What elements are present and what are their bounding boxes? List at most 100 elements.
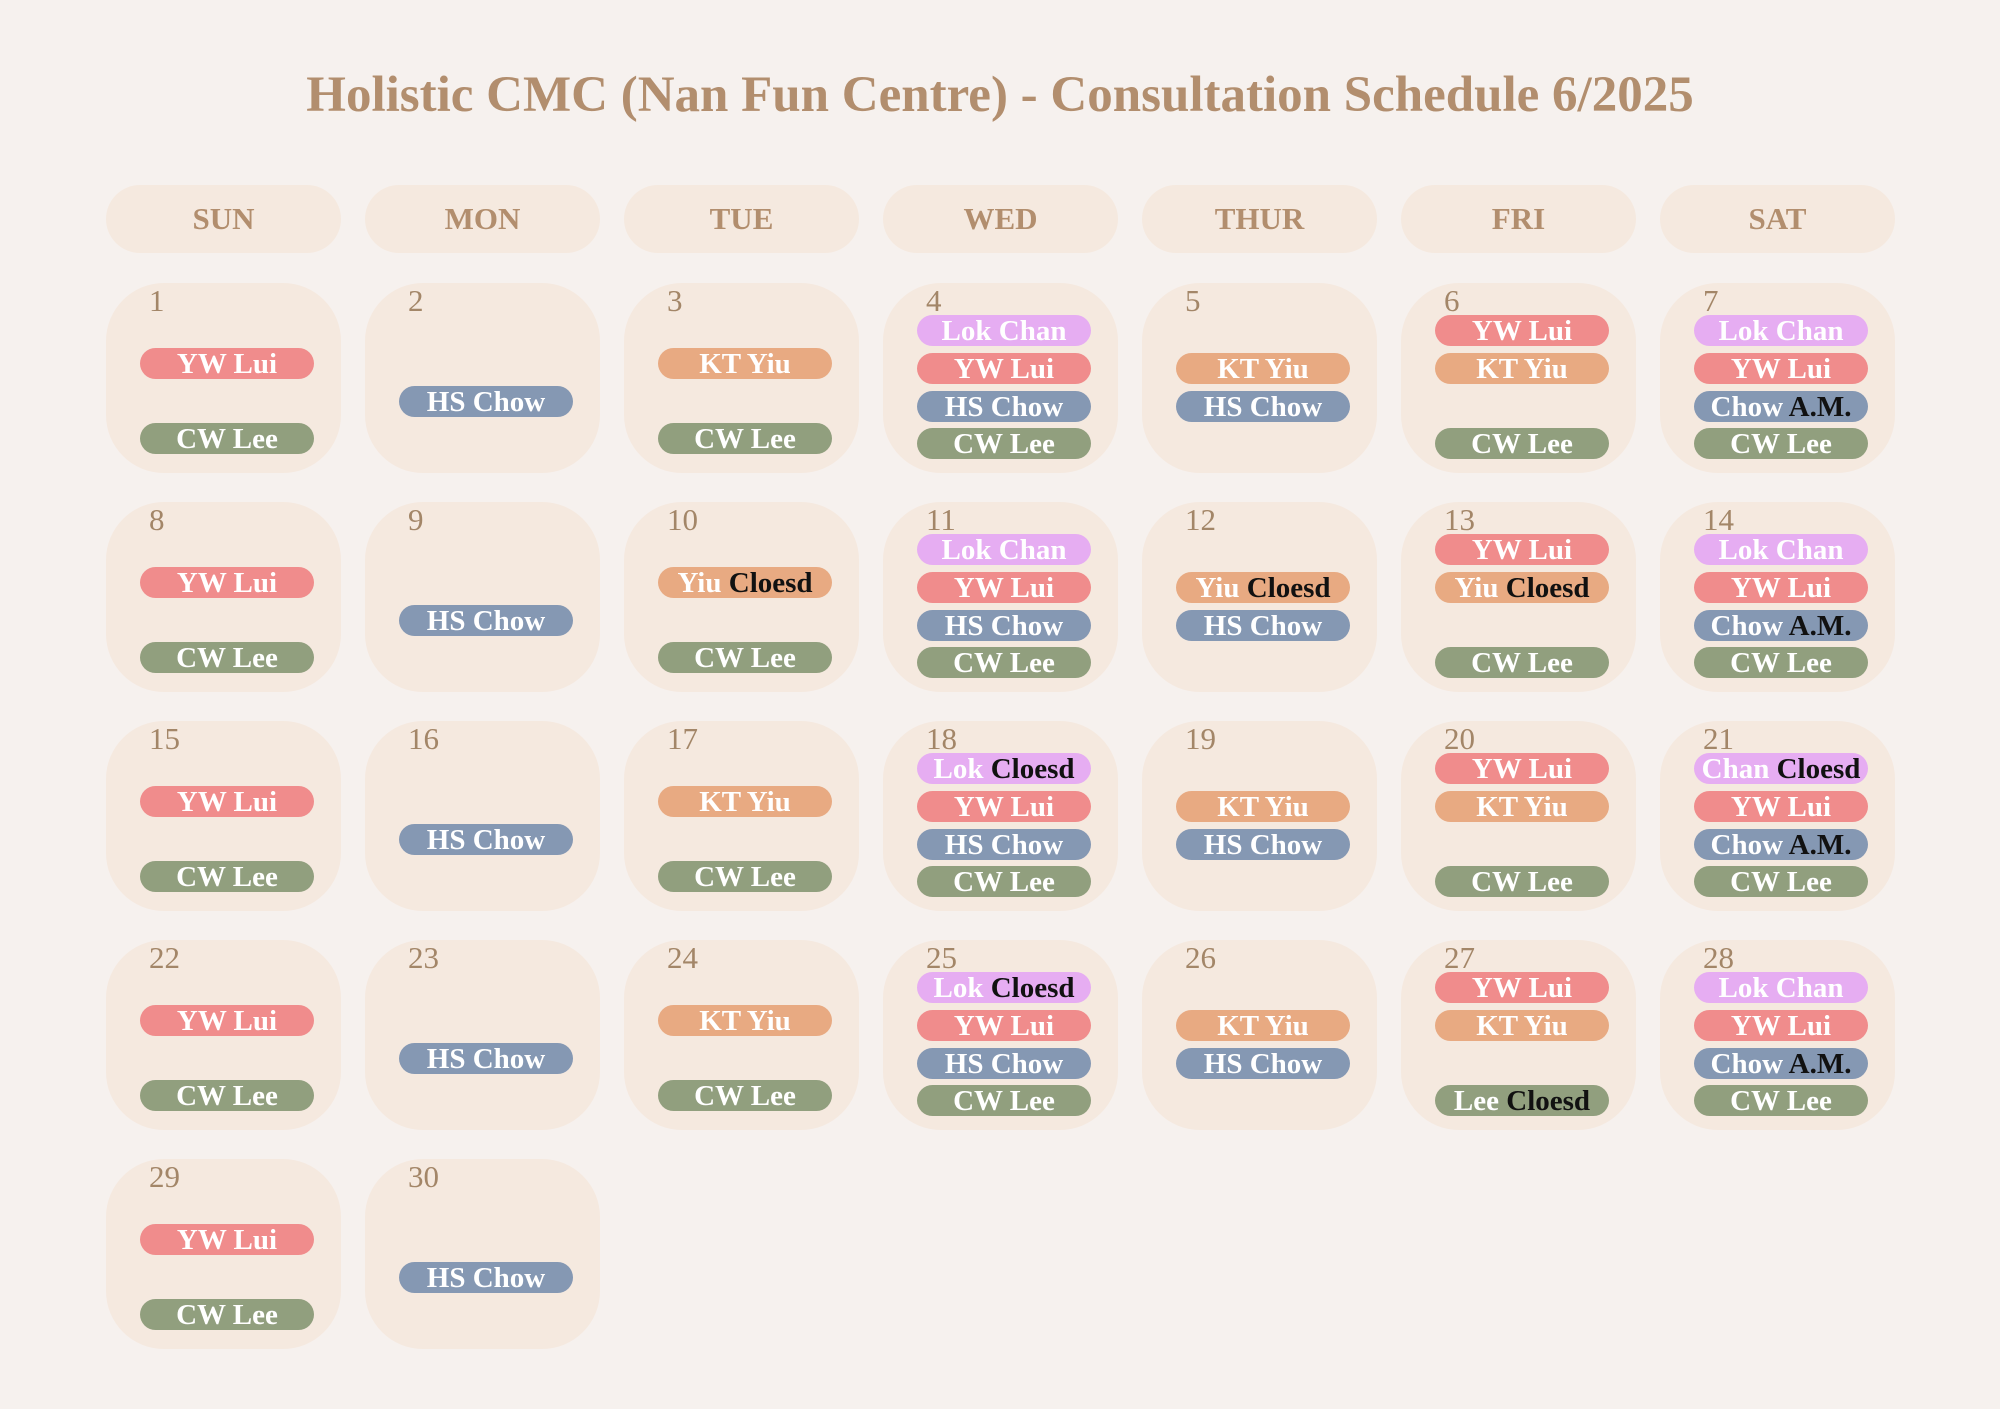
day-number: 29	[149, 1159, 180, 1194]
doctor-name: YW Lui	[1730, 1010, 1832, 1041]
doctor-badge: HS Chow	[1176, 610, 1350, 641]
day-cell-30: 30 HS Chow	[365, 1159, 600, 1349]
doctor-name: KT Yiu	[1217, 1010, 1309, 1041]
doctor-badge: Chan Cloesd	[1694, 753, 1868, 784]
day-cell-16: 16 HS Chow	[365, 721, 600, 911]
doctor-name: YW Lui	[1730, 353, 1832, 384]
weekday-header-wed: WED	[883, 185, 1118, 253]
doctor-name: YW Lui	[176, 1224, 278, 1255]
doctor-badge: CW Lee	[1694, 1085, 1868, 1116]
doctor-badge: YW Lui	[1694, 572, 1868, 603]
doctor-badge: HS Chow	[917, 829, 1091, 860]
doctor-name: Lok	[933, 972, 984, 1003]
day-cell-19: 19 KT Yiu HS Chow	[1142, 721, 1377, 911]
day-number: 10	[667, 502, 698, 537]
day-number: 5	[1185, 283, 1201, 318]
doctor-name: Chow	[1710, 391, 1784, 422]
doctor-name: CW Lee	[694, 642, 796, 673]
weekday-header-sun: SUN	[106, 185, 341, 253]
day-number: 17	[667, 721, 698, 756]
doctor-name: YW Lui	[176, 786, 278, 817]
doctor-badge: CW Lee	[140, 861, 314, 892]
doctor-name: HS Chow	[1203, 829, 1323, 860]
doctor-badge: Lee Cloesd	[1435, 1085, 1609, 1116]
doctor-badge: Chow A.M.	[1694, 391, 1868, 422]
day-cell-6: 6 YW Lui KT Yiu CW Lee	[1401, 283, 1636, 473]
doctor-name: CW Lee	[694, 861, 796, 892]
day-cell-12: 12 Yiu Cloesd HS Chow	[1142, 502, 1377, 692]
doctor-name: KT Yiu	[699, 786, 791, 817]
doctor-name: HS Chow	[944, 1048, 1064, 1079]
doctor-badge: CW Lee	[658, 642, 832, 673]
weekday-header-fri: FRI	[1401, 185, 1636, 253]
doctor-badge: YW Lui	[1435, 534, 1609, 565]
day-number: 6	[1444, 283, 1460, 318]
day-number: 24	[667, 940, 698, 975]
doctor-name: Yiu	[1195, 572, 1240, 603]
doctor-name: CW Lee	[953, 647, 1055, 678]
doctor-badge: CW Lee	[658, 1080, 832, 1111]
status-note: A.M.	[1788, 1048, 1852, 1079]
day-cell-2: 2 HS Chow	[365, 283, 600, 473]
doctor-badge: HS Chow	[399, 386, 573, 417]
doctor-badge: YW Lui	[1694, 353, 1868, 384]
doctor-name: CW Lee	[1471, 428, 1573, 459]
doctor-badge: YW Lui	[140, 786, 314, 817]
day-cell-1: 1 YW Lui CW Lee	[106, 283, 341, 473]
doctor-badge: HS Chow	[1176, 1048, 1350, 1079]
day-cell-24: 24 KT Yiu CW Lee	[624, 940, 859, 1130]
doctor-badge: Chow A.M.	[1694, 829, 1868, 860]
doctor-badge: CW Lee	[140, 1080, 314, 1111]
day-cell-17: 17 KT Yiu CW Lee	[624, 721, 859, 911]
doctor-name: Chan	[1701, 753, 1770, 784]
doctor-badge: HS Chow	[1176, 391, 1350, 422]
doctor-badge: Lok Cloesd	[917, 972, 1091, 1003]
doctor-name: KT Yiu	[699, 348, 791, 379]
doctor-badge: Yiu Cloesd	[658, 567, 832, 598]
doctor-badge: Chow A.M.	[1694, 1048, 1868, 1079]
doctor-badge: KT Yiu	[1435, 353, 1609, 384]
doctor-badge: YW Lui	[140, 1005, 314, 1036]
doctor-badge: KT Yiu	[1176, 353, 1350, 384]
day-cell-22: 22 YW Lui CW Lee	[106, 940, 341, 1130]
doctor-badge: CW Lee	[1694, 866, 1868, 897]
doctor-badge: YW Lui	[1694, 791, 1868, 822]
doctor-badge: Chow A.M.	[1694, 610, 1868, 641]
day-cell-7: 7 Lok Chan YW Lui Chow A.M. CW Lee	[1660, 283, 1895, 473]
doctor-name: Lok Chan	[941, 534, 1067, 565]
status-note: A.M.	[1788, 391, 1852, 422]
day-cell-4: 4 Lok Chan YW Lui HS Chow CW Lee	[883, 283, 1118, 473]
doctor-name: CW Lee	[953, 428, 1055, 459]
doctor-name: Lok Chan	[1718, 972, 1844, 1003]
doctor-badge: Lok Cloesd	[917, 753, 1091, 784]
doctor-badge: YW Lui	[917, 572, 1091, 603]
day-cell-28: 28 Lok Chan YW Lui Chow A.M. CW Lee	[1660, 940, 1895, 1130]
doctor-badge: YW Lui	[1435, 315, 1609, 346]
doctor-name: CW Lee	[1730, 428, 1832, 459]
doctor-badge: HS Chow	[399, 1262, 573, 1293]
doctor-name: Lok Chan	[1718, 315, 1844, 346]
doctor-name: CW Lee	[176, 861, 278, 892]
doctor-name: Lok Chan	[1718, 534, 1844, 565]
day-number: 19	[1185, 721, 1216, 756]
doctor-badge: CW Lee	[917, 647, 1091, 678]
day-cell-27: 27 YW Lui KT Yiu Lee Cloesd	[1401, 940, 1636, 1130]
weekday-header-tue: TUE	[624, 185, 859, 253]
doctor-badge: HS Chow	[917, 610, 1091, 641]
doctor-name: CW Lee	[953, 1085, 1055, 1116]
doctor-name: Chow	[1710, 829, 1784, 860]
status-note: Cloesd	[728, 567, 813, 598]
doctor-badge: CW Lee	[1694, 428, 1868, 459]
doctor-name: KT Yiu	[1217, 353, 1309, 384]
doctor-badge: KT Yiu	[1176, 791, 1350, 822]
day-number: 14	[1703, 502, 1734, 537]
doctor-name: YW Lui	[1471, 753, 1573, 784]
doctor-badge: YW Lui	[917, 1010, 1091, 1041]
doctor-badge: HS Chow	[399, 824, 573, 855]
doctor-badge: HS Chow	[399, 1043, 573, 1074]
doctor-name: CW Lee	[176, 1080, 278, 1111]
status-note: A.M.	[1788, 610, 1852, 641]
doctor-badge: Yiu Cloesd	[1435, 572, 1609, 603]
doctor-badge: YW Lui	[140, 348, 314, 379]
doctor-name: HS Chow	[944, 829, 1064, 860]
